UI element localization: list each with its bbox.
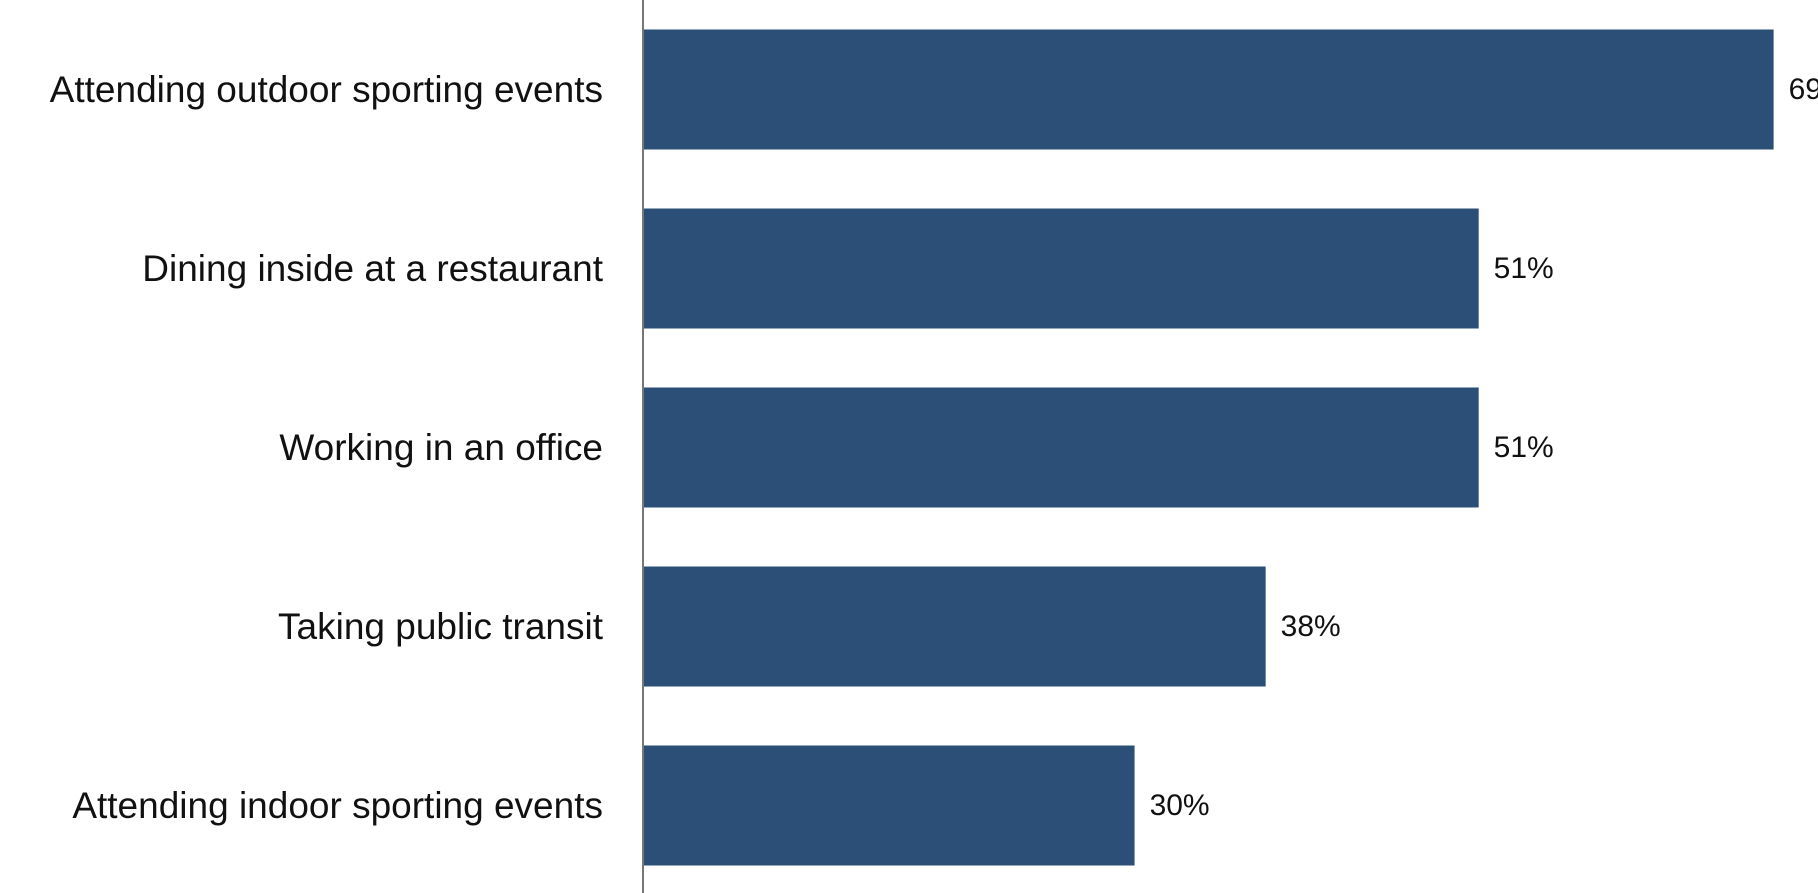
- value-label-2: 51%: [1494, 431, 1554, 464]
- bar-1: [643, 208, 1479, 329]
- value-label-1: 51%: [1494, 252, 1554, 285]
- value-label-4: 30%: [1150, 789, 1210, 822]
- category-label-2: Working in an office: [279, 427, 603, 468]
- bar-0: [643, 29, 1774, 150]
- category-label-1: Dining inside at a restaurant: [142, 248, 603, 289]
- bars: [643, 29, 1774, 866]
- bar-3: [643, 566, 1266, 687]
- value-label-3: 38%: [1281, 610, 1341, 643]
- bar-4: [643, 745, 1135, 866]
- value-label-0: 69%: [1789, 73, 1818, 106]
- category-labels: Attending outdoor sporting events Dining …: [50, 69, 604, 826]
- category-label-3: Taking public transit: [278, 606, 604, 647]
- value-labels: 69% 51% 51% 38% 30%: [1150, 73, 1818, 822]
- category-label-4: Attending indoor sporting events: [72, 785, 603, 826]
- category-label-0: Attending outdoor sporting events: [50, 69, 603, 110]
- bar-2: [643, 387, 1479, 508]
